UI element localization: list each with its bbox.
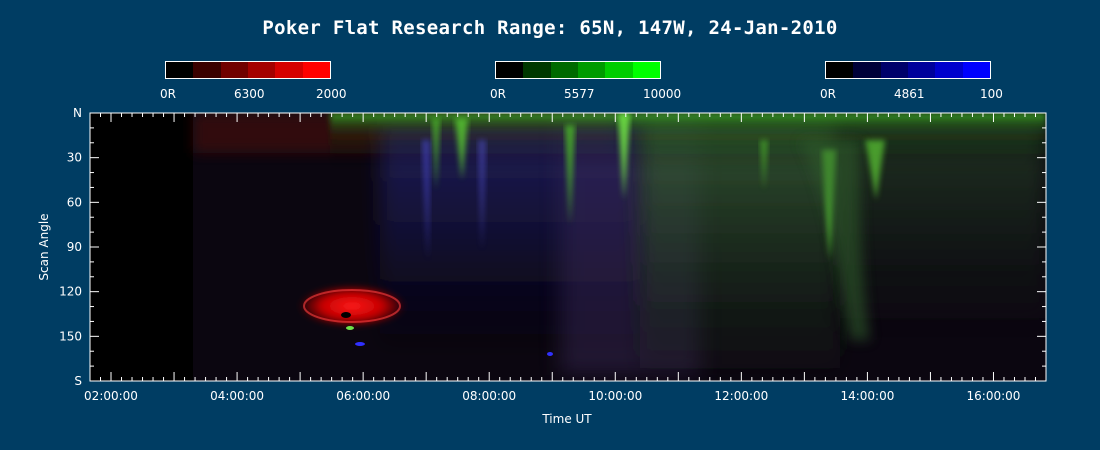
colorbar-segment [302,62,330,78]
red-spot-glow [297,284,407,328]
colorbar-5577 [495,61,661,79]
legend-4861-min-label: 0R [820,87,836,101]
green-streak-4 [618,113,630,200]
legend-5577-min-label: 0R [490,87,506,101]
y-axis-label: Scan Angle [37,213,51,280]
y-tick-label: 30 [67,151,82,165]
colorbar-6300 [165,61,331,79]
legend-5577-max-label: 10000 [643,87,682,101]
blue-dot-1 [355,342,365,346]
colorbar-segment [962,62,990,78]
green-band-top [330,113,1046,173]
colorbar-segment [577,62,606,78]
x-tick-label: 14:00:00 [840,389,894,403]
green-streak-7 [865,140,885,200]
legend-4861-max-label: 100 [980,87,1003,101]
legend-6300-max-label: 2000 [316,87,347,101]
legend-4861-mid-label: 4861 [894,87,925,101]
green-streak-5 [760,140,768,190]
x-tick-label: 12:00:00 [714,389,768,403]
y-tick-label: 90 [67,240,82,254]
colorbar-segment [247,62,276,78]
y-tick-label: 60 [67,195,82,209]
y-tick-label: 120 [59,285,82,299]
legend-6300-min-label: 0R [160,87,176,101]
colorbar-segment [853,62,881,78]
y-tick-label: S [74,374,82,388]
colorbar-segment [880,62,908,78]
colorbar-segment [220,62,248,78]
blue-streak-2 [478,140,486,250]
colorbar-segment [907,62,936,78]
aurora-image [193,113,1046,381]
x-axis-label: Time UT [541,412,592,426]
legend-5577-mid-label: 5577 [564,87,595,101]
x-tick-label: 06:00:00 [336,389,390,403]
x-tick-labels: 02:00:00 04:00:00 06:00:00 08:00:00 10:00:00… [84,389,1020,403]
green-fan-streak [800,140,870,340]
colorbar-segment [496,62,524,78]
colorbar-segment [166,62,194,78]
red-spot-core [341,312,351,318]
y-tick-label: N [73,106,82,120]
green-dot [346,326,354,330]
y-tick-labels: N 30 60 90 120 150 S [59,106,82,388]
x-tick-label: 10:00:00 [588,389,642,403]
blue-dot-2 [547,352,553,356]
colorbar-segment [605,62,633,78]
green-streak-1 [432,118,440,190]
page-title: Poker Flat Research Range: 65N, 147W, 24… [262,17,838,39]
colorbar-segment [193,62,221,78]
axis-ticks [89,112,1047,382]
x-tick-label: 16:00:00 [967,389,1021,403]
green-streak-3 [565,125,575,225]
colorbar-segment [550,62,578,78]
colorbar-segment [632,62,660,78]
colorbar-segment [275,62,303,78]
blue-streak-1 [422,140,430,260]
colorbar-segment [523,62,551,78]
y-tick-label: 150 [59,329,82,343]
green-streak-2 [455,118,468,180]
x-tick-label: 04:00:00 [210,389,264,403]
red-spot-ring [303,289,401,323]
x-tick-label: 02:00:00 [84,389,138,403]
colorbar-segment [826,62,854,78]
colorbar-segment [935,62,963,78]
x-tick-label: 08:00:00 [462,389,516,403]
colorbar-4861 [825,61,991,79]
legend-6300-mid-label: 6300 [234,87,265,101]
